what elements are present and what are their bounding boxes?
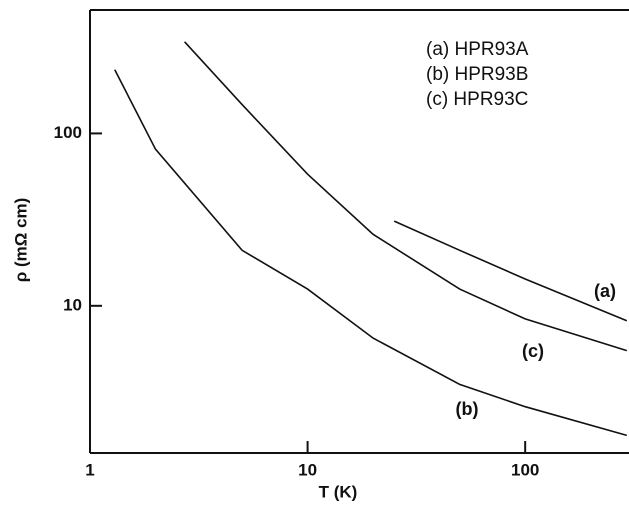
curve-label: (a) bbox=[594, 281, 616, 301]
y-tick-label: 100 bbox=[54, 123, 82, 142]
line bbox=[393, 220, 628, 322]
legend-label: (a) HPR93A bbox=[426, 39, 529, 60]
x-axis-label: T (K) bbox=[319, 482, 358, 501]
line bbox=[184, 41, 628, 352]
curve-label: (c) bbox=[522, 341, 544, 361]
y-axis-label: ρ (mΩ cm) bbox=[11, 198, 30, 283]
x-tick-label: 100 bbox=[511, 460, 539, 479]
curve-label: (b) bbox=[456, 399, 479, 419]
line bbox=[114, 69, 628, 437]
y-tick-label: 10 bbox=[63, 295, 82, 314]
legend-label: (c) HPR93C bbox=[426, 89, 528, 110]
legend-label: (b) HPR93B bbox=[426, 64, 528, 85]
x-tick-label: 1 bbox=[85, 460, 94, 479]
x-tick-label: 10 bbox=[298, 460, 317, 479]
